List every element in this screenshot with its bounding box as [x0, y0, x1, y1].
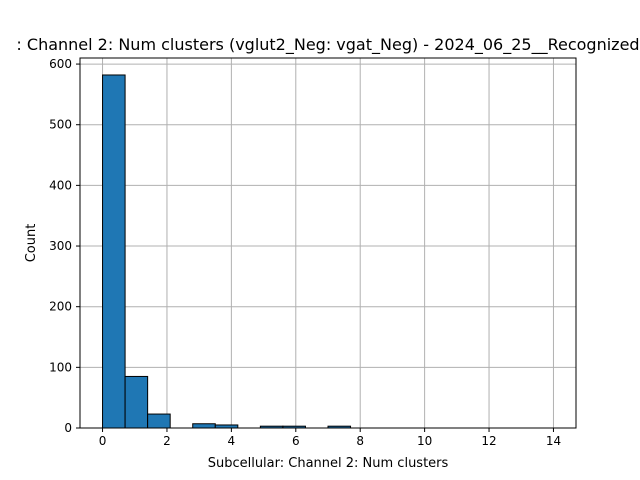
- histogram-bar-2: [147, 413, 171, 429]
- y-tick-label: 300: [49, 239, 72, 253]
- x-tick-label: 10: [417, 434, 432, 448]
- y-tick-label: 600: [49, 57, 72, 71]
- histogram-bars: [102, 74, 352, 429]
- y-axis-label: Count: [24, 224, 39, 263]
- x-tick-label: 0: [99, 434, 107, 448]
- plot-frame: [79, 57, 577, 429]
- x-tick-label: 12: [481, 434, 496, 448]
- axis-ticks: 0 2 4 6 8 10 12 14 0 100 200 300 400 500 600: [49, 57, 561, 448]
- x-tick-label: 8: [356, 434, 364, 448]
- histogram-bar-4: [192, 423, 216, 429]
- x-tick-label: 4: [228, 434, 236, 448]
- y-tick-label: 200: [49, 300, 72, 314]
- x-tick-label: 6: [292, 434, 300, 448]
- x-axis-label: Subcellular: Channel 2: Num clusters: [208, 456, 449, 471]
- grid-lines: [80, 58, 576, 429]
- x-tick-label: 14: [546, 434, 561, 448]
- y-tick-label: 400: [49, 178, 72, 192]
- histogram-bar-0: [102, 74, 126, 429]
- y-tick-label: 100: [49, 360, 72, 374]
- y-tick-label: 0: [64, 421, 72, 435]
- histogram-bar-1: [124, 375, 149, 429]
- x-tick-label: 2: [163, 434, 171, 448]
- y-tick-label: 500: [49, 118, 72, 132]
- chart-title: : Channel 2: Num clusters (vglut2_Neg: v…: [16, 35, 639, 55]
